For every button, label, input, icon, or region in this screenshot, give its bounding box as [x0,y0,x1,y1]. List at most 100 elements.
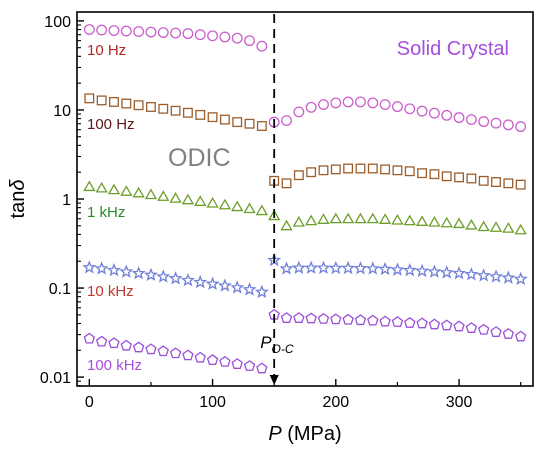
data-point [515,179,526,190]
data-point [403,214,416,226]
series-label: 1 kHz [87,204,125,221]
data-point [502,119,514,131]
series-10-khz [82,252,528,299]
data-point [342,96,354,108]
data-point [292,216,305,227]
data-point [489,221,503,232]
series-10-hz [83,24,527,133]
data-point [205,276,220,291]
data-point [281,115,292,127]
series-label: 10 Hz [87,42,126,59]
data-point [158,103,169,114]
data-point [280,312,293,323]
data-point [293,312,305,323]
data-point [256,121,267,131]
phase-label-solid-crystal: Solid Crystal [397,38,509,60]
data-point [380,164,391,175]
transition-label: PO-C [260,333,294,356]
data-point [404,316,416,328]
data-point [133,100,144,111]
data-point [404,166,415,177]
y-axis-symbol: δ [7,179,29,191]
series-label: 10 kHz [87,283,134,300]
data-point [132,341,145,353]
data-point [378,261,393,276]
data-point [143,267,158,282]
data-point [465,322,478,333]
data-point [317,213,330,224]
data-point [490,117,502,129]
data-point [280,219,293,231]
data-point [306,167,317,178]
series-label: 100 kHz [87,357,142,374]
data-point [182,107,193,118]
data-point [502,222,515,233]
data-point [501,270,516,284]
data-point [330,164,341,175]
axis-ticks [77,20,522,387]
data-point [305,101,317,113]
data-point [206,354,219,366]
data-point [429,169,440,180]
data-point [391,101,403,113]
data-point [244,35,255,47]
data-point [131,266,146,280]
data-point [194,351,206,363]
data-point [515,121,527,133]
y-axis-label: tanδ [7,179,29,219]
data-point [256,40,268,52]
data-marks [82,24,528,374]
data-point [454,172,465,183]
data-point [477,220,490,232]
data-point [293,106,305,118]
data-point [379,99,391,110]
data-point [120,339,133,351]
y-axis-base: tan [7,191,29,219]
data-point [367,163,378,174]
data-point [145,26,157,38]
data-point [168,271,183,285]
y-tick-label: 0.1 [49,281,71,298]
data-point [96,95,107,106]
data-point [82,260,97,274]
data-point [355,163,366,174]
data-point [354,212,367,224]
data-point [255,204,269,216]
data-point [402,262,417,277]
data-point [94,261,109,275]
data-point [317,312,330,324]
data-point [305,214,318,226]
data-point [207,112,218,123]
data-point [465,114,477,126]
data-point [478,116,490,128]
transition-label-main: P [260,333,272,352]
transition-label-sub: O-C [272,342,294,356]
data-point [514,330,527,342]
y-tick-label: 1 [62,192,71,209]
data-point [304,260,319,274]
series-100-hz [84,93,526,190]
data-point [440,216,453,228]
data-point [490,326,502,337]
data-point [392,165,403,176]
data-point [194,29,206,41]
data-point [466,173,477,184]
data-point [107,183,121,195]
data-point [367,97,379,109]
data-point [219,355,231,367]
data-point [428,216,441,227]
data-point [341,260,356,275]
data-point [391,213,404,225]
data-point [244,118,255,129]
data-point [144,188,158,200]
data-point [316,260,331,274]
data-point [108,337,120,349]
data-point [415,263,430,278]
data-point [106,262,122,277]
data-point [453,320,465,332]
data-point [291,260,306,274]
data-point [318,165,329,176]
data-point [182,349,194,361]
data-point [365,261,380,275]
